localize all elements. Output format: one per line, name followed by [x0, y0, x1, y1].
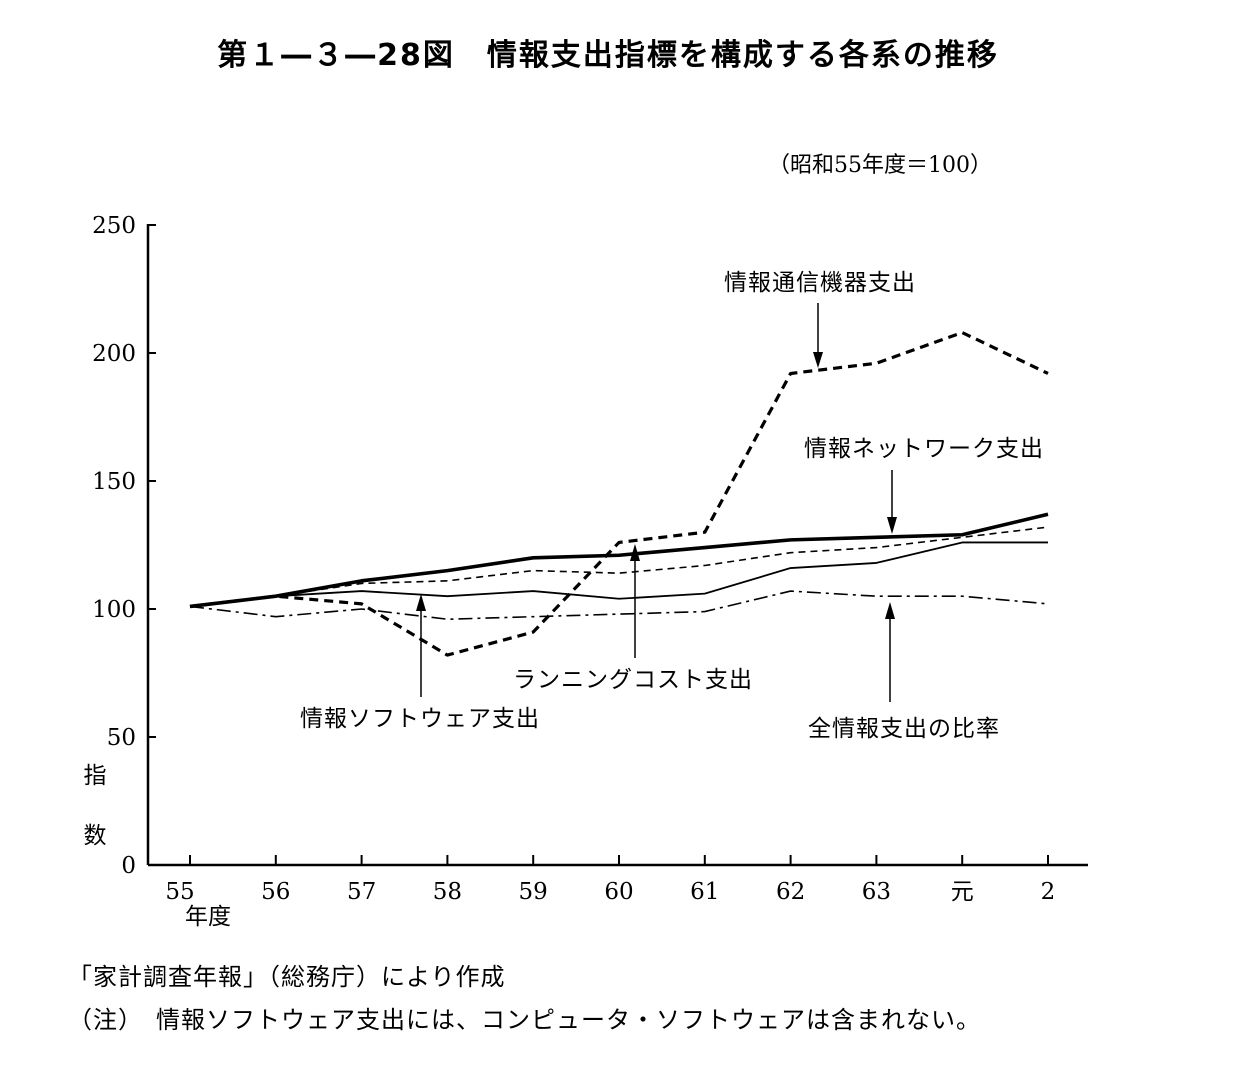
x-tick-label: 56 [261, 879, 290, 905]
y-tick-label: 0 [121, 853, 136, 879]
y-axis-label-2: 数 [84, 823, 107, 849]
x-ticks: 55 56 57 58 59 60 61 62 63 元 2 [165, 855, 1055, 905]
label-network: 情報ネットワーク支出 [804, 436, 1044, 462]
series-line-0 [189, 330, 1049, 657]
x-tick-label: 55 [165, 879, 194, 905]
x-tick-label: 2 [1041, 879, 1056, 905]
annotation-arrows [416, 303, 897, 702]
arrow-equipment-head [813, 352, 823, 368]
label-running: ランニングコスト支出 [513, 667, 753, 693]
label-equipment: 情報通信機器支出 [724, 270, 916, 296]
x-tick-label: 58 [433, 879, 462, 905]
x-tick-label: 60 [604, 879, 633, 905]
unit-note: （昭和55年度＝100） [768, 153, 992, 178]
arrow-running-head [630, 544, 640, 561]
series-line-1 [189, 512, 1049, 609]
chart-title: 第１―３―28図 情報支出指標を構成する各系の推移 [217, 38, 999, 73]
x-tick-label: 61 [690, 879, 719, 905]
y-tick-label: 150 [92, 469, 136, 495]
y-tick-label: 200 [92, 341, 136, 367]
series-line-2 [189, 526, 1049, 608]
series-line-3 [189, 541, 1048, 608]
series-line-4 [189, 590, 1049, 621]
y-tick-label: 250 [92, 213, 136, 239]
y-tick-label: 100 [92, 597, 136, 623]
chart: 第１―３―28図 情報支出指標を構成する各系の推移 （昭和55年度＝100） 0… [84, 38, 1088, 930]
arrow-network-head [887, 517, 897, 534]
y-axis-label-1: 指 [84, 763, 107, 789]
x-axis-label: 年度 [185, 904, 231, 930]
series-layer [189, 330, 1049, 657]
footnote: （注） 情報ソフトウェア支出には、コンピュータ・ソフトウェアは含まれない。 [68, 1006, 981, 1034]
x-tick-label: 62 [776, 879, 805, 905]
label-ratio: 全情報支出の比率 [808, 716, 1000, 742]
x-tick-label: 59 [519, 879, 548, 905]
source-note: 「家計調査年報」（総務庁）により作成 [68, 963, 506, 991]
arrow-ratio-head [885, 602, 895, 619]
x-tick-label: 元 [951, 879, 974, 905]
label-software: 情報ソフトウェア支出 [300, 706, 540, 732]
x-tick-label: 63 [862, 879, 891, 905]
y-tick-label: 50 [107, 725, 136, 751]
arrow-software-head [416, 594, 426, 611]
y-ticks: 0 50 100 150 200 250 [92, 213, 156, 879]
x-tick-label: 57 [347, 879, 376, 905]
